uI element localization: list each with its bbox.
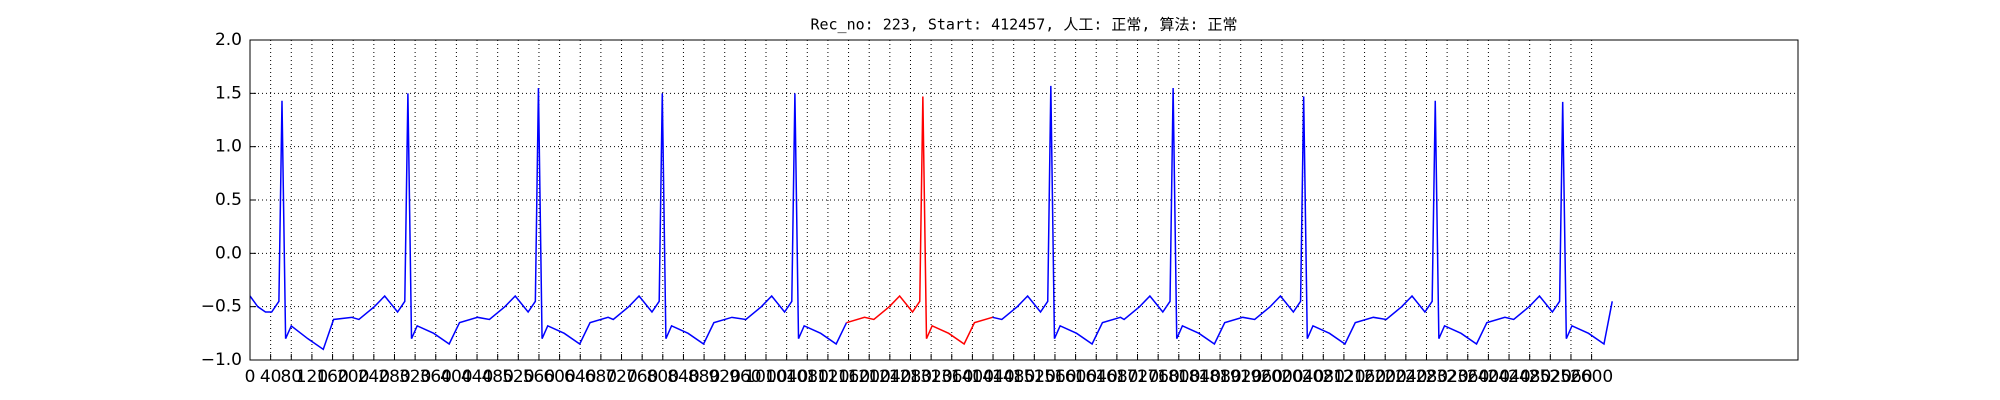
x-tick-label: 400 — [440, 367, 472, 387]
x-tick-label: 2200 — [1364, 367, 1407, 387]
y-tick-label: −1.0 — [201, 350, 242, 370]
x-tick-label: 920 — [708, 367, 740, 387]
x-tick-label: 1840 — [1178, 367, 1221, 387]
x-tick-label: 840 — [667, 367, 699, 387]
x-tick-label: 1000 — [744, 367, 787, 387]
x-tick-label: 880 — [688, 367, 720, 387]
y-tick-label: −0.5 — [201, 297, 242, 317]
x-tick-label: 2400 — [1467, 367, 1510, 387]
x-tick-label: 0 — [245, 367, 256, 387]
x-tick-label: 560 — [523, 367, 555, 387]
x-tick-label: 200 — [337, 367, 369, 387]
x-tick-label: 2160 — [1343, 367, 1386, 387]
x-tick-label: 1360 — [930, 367, 973, 387]
x-tick-label: 440 — [461, 367, 493, 387]
x-tick-label: 1680 — [1095, 367, 1138, 387]
ecg-line — [846, 96, 993, 346]
x-tick-label: 520 — [502, 367, 534, 387]
x-tick-label: 640 — [564, 367, 596, 387]
x-tick-label: 1520 — [1013, 367, 1056, 387]
x-tick-label: 2080 — [1302, 367, 1345, 387]
x-tick-label: 1320 — [909, 367, 952, 387]
x-tick-label: 680 — [585, 367, 617, 387]
x-tick-label: 1920 — [1219, 367, 1262, 387]
x-tick-label: 2480 — [1508, 367, 1551, 387]
y-tick-label: 1.0 — [215, 137, 242, 157]
x-tick-label: 2440 — [1487, 367, 1530, 387]
x-tick-label: 1440 — [971, 367, 1014, 387]
x-tick-label: 1760 — [1137, 367, 1180, 387]
x-tick-label: 2560 — [1549, 367, 1592, 387]
x-tick-label: 1880 — [1198, 367, 1241, 387]
x-tick-label: 2240 — [1384, 367, 1427, 387]
x-tick-label: 1800 — [1157, 367, 1200, 387]
x-tick-label: 40 — [260, 367, 282, 387]
x-tick-label: 2280 — [1405, 367, 1448, 387]
x-tick-label: 960 — [729, 367, 761, 387]
x-tick-label: 1120 — [806, 367, 849, 387]
x-tick-label: 240 — [358, 367, 390, 387]
x-tick-label: 80 — [280, 367, 302, 387]
y-tick-label: 1.5 — [215, 83, 242, 103]
x-tick-label: 1080 — [786, 367, 829, 387]
x-tick-label: 1960 — [1240, 367, 1283, 387]
x-tick-label: 760 — [626, 367, 658, 387]
x-tick-label: 2320 — [1425, 367, 1468, 387]
x-tick-label: 800 — [647, 367, 679, 387]
x-tick-label: 1200 — [848, 367, 891, 387]
ecg-line — [249, 85, 1613, 351]
x-tick-label: 2040 — [1281, 367, 1324, 387]
x-tick-label: 360 — [420, 367, 452, 387]
x-tick-label: 1280 — [889, 367, 932, 387]
x-tick-label: 160 — [316, 367, 348, 387]
x-tick-label: 2360 — [1446, 367, 1489, 387]
x-tick-label: 320 — [399, 367, 431, 387]
x-tick-label: 1160 — [827, 367, 870, 387]
x-tick-label: 2600 — [1570, 367, 1613, 387]
x-tick-label: 120 — [296, 367, 328, 387]
x-tick-label: 720 — [605, 367, 637, 387]
x-tick-label: 2000 — [1260, 367, 1303, 387]
y-tick-label: 2.0 — [215, 30, 242, 50]
x-tick-label: 280 — [378, 367, 410, 387]
chart-title: Rec_no: 223, Start: 412457, 人工: 正常, 算法: … — [810, 16, 1237, 34]
x-tick-label: 1640 — [1075, 367, 1118, 387]
x-tick-label: 480 — [481, 367, 513, 387]
x-tick-label: 2520 — [1529, 367, 1572, 387]
x-tick-label: 1240 — [868, 367, 911, 387]
x-tick-label: 1400 — [951, 367, 994, 387]
x-tick-label: 1720 — [1116, 367, 1159, 387]
x-tick-label: 1040 — [765, 367, 808, 387]
x-tick-label: 600 — [543, 367, 575, 387]
x-tick-label: 1600 — [1054, 367, 1097, 387]
y-tick-label: 0.0 — [215, 243, 242, 263]
plot-frame — [249, 39, 1799, 361]
x-tick-label: 1560 — [1033, 367, 1076, 387]
x-tick-label: 1480 — [992, 367, 1035, 387]
y-tick-label: 0.5 — [215, 190, 242, 210]
x-tick-label: 2120 — [1322, 367, 1365, 387]
